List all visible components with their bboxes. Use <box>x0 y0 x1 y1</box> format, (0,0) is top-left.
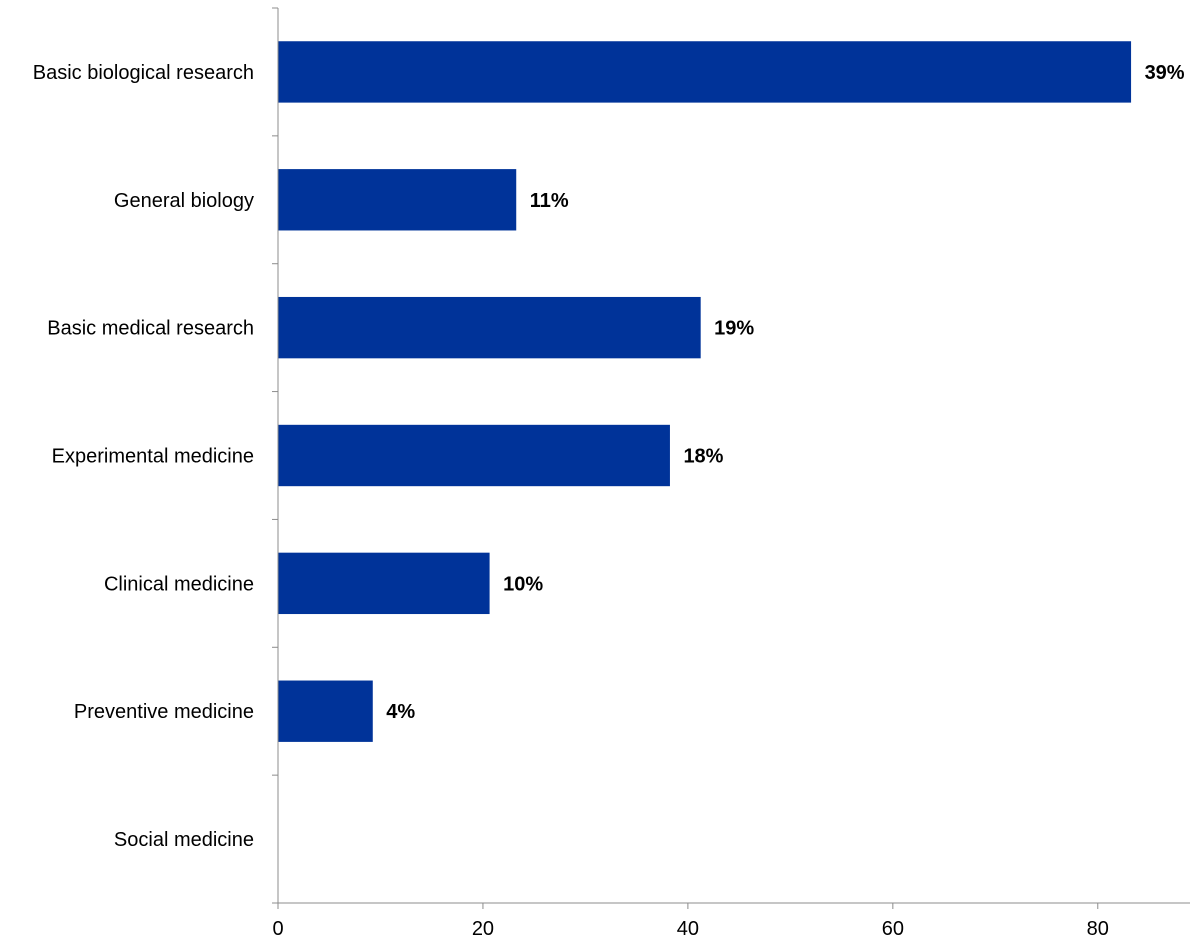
bar <box>278 41 1132 103</box>
bars-group <box>278 41 1132 742</box>
category-label: Basic medical research <box>47 318 254 340</box>
data-label: 4% <box>386 701 415 723</box>
category-label: Basic biological research <box>33 62 254 84</box>
bar <box>278 680 373 742</box>
bar <box>278 296 701 359</box>
x-tick-label: 60 <box>882 918 904 940</box>
data-labels-group: 39% 11% 19% 18% 10% 4% <box>386 62 1185 723</box>
category-label: General biology <box>114 190 254 212</box>
data-label: 19% <box>714 318 754 340</box>
data-label: 11% <box>530 190 569 212</box>
bar <box>278 424 670 487</box>
category-label: Clinical medicine <box>104 573 254 595</box>
data-label: 10% <box>503 573 543 595</box>
x-tick-label: 80 <box>1087 918 1109 940</box>
data-label: 18% <box>683 446 723 468</box>
category-label: Preventive medicine <box>74 701 254 723</box>
bar <box>278 169 517 231</box>
axes-group <box>277 8 1190 904</box>
x-tick-label: 0 <box>272 918 283 940</box>
bar <box>278 552 490 615</box>
x-tick-label: 40 <box>677 918 699 940</box>
category-label: Social medicine <box>114 829 254 851</box>
category-label: Experimental medicine <box>52 446 254 468</box>
x-tick-label: 20 <box>472 918 494 940</box>
ticks-group: 0 20 40 60 80 <box>272 7 1109 940</box>
data-label: 39% <box>1145 62 1185 84</box>
category-labels-group: Basic biological research General biology… <box>33 62 254 851</box>
